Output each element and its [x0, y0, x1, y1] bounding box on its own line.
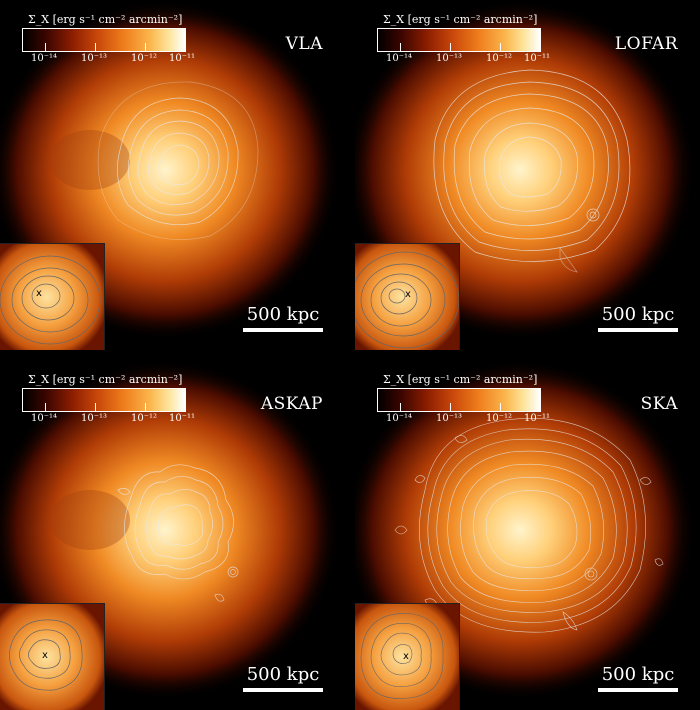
scale-bar: 500 kpc: [243, 304, 323, 332]
colorbar-tick: 10⁻¹²: [485, 53, 513, 64]
panel-askap: Σ_X [erg s⁻¹ cm⁻² arcmin⁻²] 10⁻¹⁴ 10⁻¹³ …: [0, 360, 345, 710]
telescope-label: ASKAP: [260, 394, 323, 414]
colorbar-tick: 10⁻¹³: [435, 53, 463, 64]
colorbar-gradient: [22, 28, 186, 52]
inset-marker: x: [403, 651, 409, 662]
inset-marker: x: [36, 288, 42, 299]
inset-marker: x: [405, 289, 411, 300]
colorbar-tick: 10⁻¹²: [130, 53, 158, 64]
scale-bar-line: [243, 688, 323, 692]
colorbar-tick: 10⁻¹¹: [523, 53, 551, 64]
colorbar-tick: 10⁻¹¹: [168, 53, 196, 64]
colorbar: Σ_X [erg s⁻¹ cm⁻² arcmin⁻²] 10⁻¹⁴ 10⁻¹³ …: [377, 12, 550, 66]
telescope-label: SKA: [640, 394, 678, 414]
inset-map: x: [355, 243, 460, 350]
inset-marker: x: [42, 650, 48, 661]
colorbar-tick-labels: 10⁻¹⁴ 10⁻¹³ 10⁻¹² 10⁻¹¹: [22, 52, 195, 66]
scale-label: 500 kpc: [246, 304, 320, 325]
radio-contours: [97, 81, 259, 240]
panel-vla: Σ_X [erg s⁻¹ cm⁻² arcmin⁻²] 10⁻¹⁴ 10⁻¹³ …: [0, 0, 345, 350]
scale-bar-line: [243, 328, 323, 332]
colorbar-tick: 10⁻¹²: [130, 413, 158, 424]
colorbar-tick: 10⁻¹³: [80, 413, 108, 424]
colorbar-tick: 10⁻¹³: [80, 53, 108, 64]
colorbar-tick: 10⁻¹³: [435, 413, 463, 424]
scale-label: 500 kpc: [601, 664, 675, 685]
scale-label: 500 kpc: [601, 304, 675, 325]
scale-bar: 500 kpc: [243, 664, 323, 692]
panel-lofar: Σ_X [erg s⁻¹ cm⁻² arcmin⁻²] 10⁻¹⁴ 10⁻¹³ …: [355, 0, 700, 350]
colorbar-tick-labels: 10⁻¹⁴ 10⁻¹³ 10⁻¹² 10⁻¹¹: [377, 412, 550, 426]
colorbar-label: Σ_X [erg s⁻¹ cm⁻² arcmin⁻²]: [383, 13, 538, 26]
colorbar-tick-labels: 10⁻¹⁴ 10⁻¹³ 10⁻¹² 10⁻¹¹: [377, 52, 550, 66]
inset-map: x: [0, 603, 105, 710]
colorbar-label: Σ_X [erg s⁻¹ cm⁻² arcmin⁻²]: [28, 373, 183, 386]
colorbar-tick: 10⁻¹²: [485, 413, 513, 424]
colorbar-label: Σ_X [erg s⁻¹ cm⁻² arcmin⁻²]: [383, 373, 538, 386]
colorbar-tick: 10⁻¹¹: [168, 413, 196, 424]
inset-map: x: [0, 243, 105, 350]
colorbar-tick: 10⁻¹⁴: [30, 413, 58, 424]
colorbar-gradient: [22, 388, 186, 412]
radio-contours: [433, 69, 631, 273]
colorbar-tick: 10⁻¹⁴: [385, 413, 413, 424]
colorbar-gradient: [377, 28, 541, 52]
colorbar: Σ_X [erg s⁻¹ cm⁻² arcmin⁻²] 10⁻¹⁴ 10⁻¹³ …: [22, 372, 195, 426]
radio-contours: [117, 464, 239, 602]
scale-bar: 500 kpc: [598, 664, 678, 692]
panel-ska: Σ_X [erg s⁻¹ cm⁻² arcmin⁻²] 10⁻¹⁴ 10⁻¹³ …: [355, 360, 700, 710]
telescope-label: LOFAR: [614, 34, 678, 54]
radio-contours: [394, 418, 664, 633]
colorbar-gradient: [377, 388, 541, 412]
colorbar: Σ_X [erg s⁻¹ cm⁻² arcmin⁻²] 10⁻¹⁴ 10⁻¹³ …: [22, 12, 195, 66]
scale-bar-line: [598, 688, 678, 692]
inset-map: x: [355, 603, 460, 710]
colorbar-tick-labels: 10⁻¹⁴ 10⁻¹³ 10⁻¹² 10⁻¹¹: [22, 412, 195, 426]
colorbar-tick: 10⁻¹⁴: [30, 53, 58, 64]
colorbar: Σ_X [erg s⁻¹ cm⁻² arcmin⁻²] 10⁻¹⁴ 10⁻¹³ …: [377, 372, 550, 426]
scale-bar-line: [598, 328, 678, 332]
colorbar-label: Σ_X [erg s⁻¹ cm⁻² arcmin⁻²]: [28, 13, 183, 26]
scale-label: 500 kpc: [246, 664, 320, 685]
telescope-label: VLA: [285, 34, 323, 54]
colorbar-tick: 10⁻¹⁴: [385, 53, 413, 64]
scale-bar: 500 kpc: [598, 304, 678, 332]
colorbar-tick: 10⁻¹¹: [523, 413, 551, 424]
